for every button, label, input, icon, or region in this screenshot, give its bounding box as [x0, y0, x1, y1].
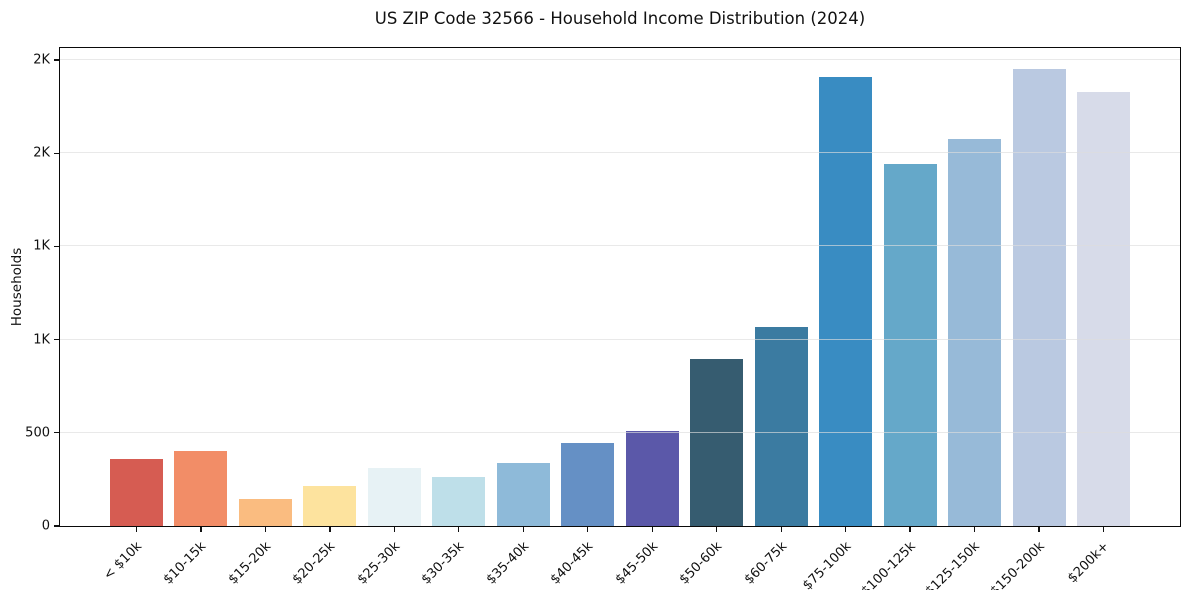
bar-7 — [496, 463, 550, 526]
y-axis-tick-mark — [54, 432, 59, 434]
x-tick-label: $25-30k — [354, 539, 403, 588]
x-tick-label: $100-125k — [858, 539, 919, 590]
x-axis-tick-mark — [844, 527, 847, 532]
x-axis-tick-mark — [458, 527, 460, 532]
bar-5 — [367, 468, 421, 526]
chart-title: US ZIP Code 32566 - Household Income Dis… — [374, 9, 866, 28]
x-tick-label: $200k+ — [1065, 539, 1113, 587]
y-tick-label: 0 — [41, 518, 50, 534]
x-axis-tick-mark — [264, 527, 267, 532]
bar-11 — [754, 327, 808, 526]
bar-12 — [819, 77, 873, 526]
bar-16 — [1077, 91, 1130, 526]
x-tick-label: $60-75k — [741, 539, 790, 588]
x-axis-tick-mark — [393, 527, 395, 532]
bar-15 — [1012, 69, 1066, 526]
x-tick-label: $50-60k — [676, 539, 726, 588]
y-axis-tick-mark — [54, 525, 59, 527]
y-axis-tick-mark — [54, 152, 59, 154]
x-axis-tick-mark — [716, 527, 718, 532]
x-tick-label: $35-40k — [483, 539, 532, 588]
x-axis-tick-mark — [329, 527, 331, 532]
x-tick-label: $10-15k — [161, 539, 210, 588]
x-axis-tick-mark — [200, 527, 202, 532]
y-tick-label: 1K — [33, 238, 50, 254]
y-axis-tick-mark — [54, 339, 59, 341]
x-tick-label: $150-200k — [987, 539, 1048, 590]
y-axis-tick-mark — [54, 245, 59, 248]
x-tick-label: $30-35k — [418, 539, 468, 588]
bar-4 — [303, 485, 357, 526]
x-tick-label: $15-20k — [225, 539, 275, 588]
bar-2 — [174, 451, 228, 526]
x-axis-tick-mark — [780, 527, 782, 532]
x-axis-tick-mark — [587, 527, 589, 532]
x-axis-tick-mark — [522, 527, 524, 532]
x-axis-tick-mark — [973, 527, 976, 532]
x-axis-tick-mark — [1102, 527, 1105, 532]
bar-10 — [690, 358, 744, 526]
y-tick-label: 1K — [33, 332, 50, 348]
y-tick-label: 2K — [33, 52, 50, 68]
x-tick-label: < $10k — [101, 539, 146, 584]
bar-8 — [561, 443, 615, 526]
plot-area: 0 500 1K 1K 2K 2K < $10k $10-15k $15-20k $20-25k $… — [25, 47, 1181, 590]
bar-6 — [432, 476, 486, 526]
x-tick-label: $75-100k — [799, 539, 855, 590]
x-axis-tick-mark — [909, 527, 911, 532]
x-tick-label: $40-45k — [547, 539, 597, 588]
y-tick-label: 2K — [33, 145, 50, 161]
bar-1 — [110, 458, 163, 526]
x-axis-tick-mark — [651, 527, 653, 532]
gridline-y-2500 — [60, 59, 1180, 61]
x-tick-label: $20-25k — [290, 539, 339, 588]
bar-13 — [883, 164, 937, 526]
y-axis-tick-mark — [54, 59, 59, 61]
y-axis-label: Households — [9, 247, 25, 327]
bar-9 — [625, 430, 679, 526]
x-tick-label: $45-50k — [612, 539, 661, 588]
bar-14 — [948, 139, 1002, 526]
x-tick-label: $125-150k — [922, 539, 984, 590]
y-tick-label: 500 — [25, 425, 50, 441]
bar-3 — [238, 498, 292, 526]
x-axis-tick-mark — [1038, 527, 1040, 532]
x-axis-tick-mark — [135, 527, 138, 532]
